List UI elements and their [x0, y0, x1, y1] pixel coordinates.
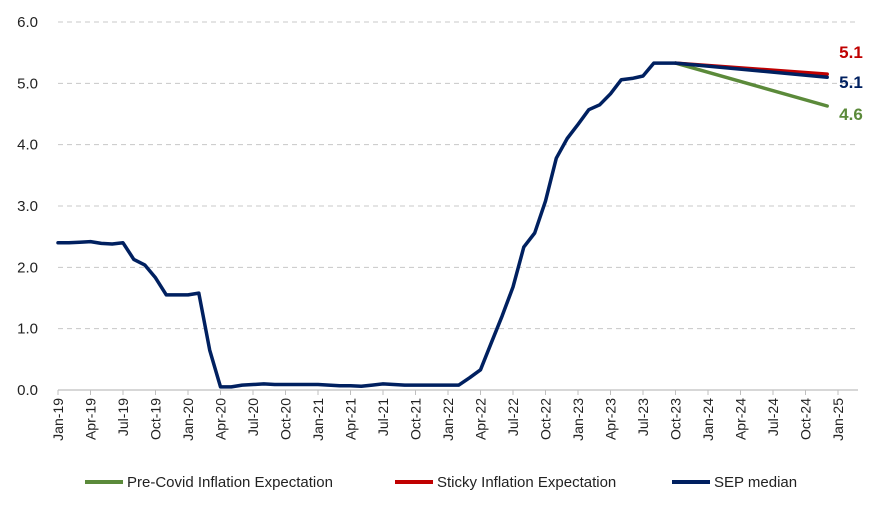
x-tick-label: Jan-19 [50, 398, 66, 441]
legend-label-sep-median: SEP median [714, 473, 798, 491]
y-tick-label: 2.0 [17, 259, 38, 276]
legend-swatch-sticky [395, 480, 433, 484]
y-tick-label: 3.0 [17, 198, 38, 215]
x-tick-label: Jul-22 [505, 398, 521, 436]
y-tick-label: 1.0 [17, 321, 38, 338]
x-tick-label: Jul-21 [375, 398, 391, 436]
end-label-1: 5.1 [839, 43, 863, 62]
x-axis-tick-labels: Jan-19 Apr-19 Jul-19 Oct-19 Jan-20 Apr-20 Jul-… [50, 398, 846, 441]
x-tick-label: Oct-24 [798, 398, 814, 440]
x-tick-label: Apr-24 [733, 398, 749, 440]
end-label-0: 4.6 [839, 105, 863, 124]
gridlines [58, 21, 858, 330]
x-tick-label: Apr-20 [213, 398, 229, 440]
x-tick-label: Apr-22 [473, 398, 489, 440]
x-tick-label: Jul-24 [765, 398, 781, 436]
x-tick-label: Jan-24 [700, 398, 716, 441]
x-tick-label: Oct-19 [148, 398, 164, 440]
end-labels: 4.6 5.1 5.1 [839, 43, 863, 124]
legend: Pre-Covid Inflation Expectation Sticky I… [0, 470, 880, 494]
x-tick-label: Jan-22 [440, 398, 456, 441]
axes [57, 389, 858, 395]
legend-item-sticky: Sticky Inflation Expectation [395, 470, 616, 494]
series-line-2 [56, 61, 829, 389]
x-tick-label: Oct-22 [538, 398, 554, 440]
y-tick-label: 4.0 [17, 137, 38, 154]
y-tick-label: 6.0 [17, 14, 38, 31]
legend-item-pre-covid: Pre-Covid Inflation Expectation [85, 470, 333, 494]
x-tick-label: Jul-19 [115, 398, 131, 436]
y-tick-label: 0.0 [17, 382, 38, 399]
x-tick-label: Jan-25 [830, 398, 846, 441]
y-axis-tick-labels: 0.0 1.0 2.0 3.0 4.0 5.0 6.0 [17, 14, 38, 399]
x-tick-label: Jan-20 [180, 398, 196, 441]
x-tick-label: Jul-23 [635, 398, 651, 436]
legend-label-pre-covid: Pre-Covid Inflation Expectation [127, 473, 333, 491]
x-tick-label: Oct-21 [408, 398, 424, 440]
series-lines [56, 61, 829, 389]
legend-swatch-pre-covid [85, 480, 123, 484]
series-line-0 [673, 61, 829, 108]
x-tick-label: Apr-21 [343, 398, 359, 440]
x-tick-label: Apr-19 [83, 398, 99, 440]
legend-swatch-sep-median [672, 480, 710, 484]
legend-label-sticky: Sticky Inflation Expectation [437, 473, 617, 491]
x-tick-label: Oct-23 [668, 398, 684, 440]
x-tick-label: Jan-23 [570, 398, 586, 441]
legend-item-sep-median: SEP median [672, 470, 797, 494]
y-tick-label: 5.0 [17, 75, 38, 92]
x-tick-label: Jul-20 [245, 398, 261, 436]
x-tick-label: Oct-20 [278, 398, 294, 440]
x-tick-label: Apr-23 [603, 398, 619, 440]
x-tick-label: Jan-21 [310, 398, 326, 441]
end-label-2: 5.1 [839, 73, 863, 92]
